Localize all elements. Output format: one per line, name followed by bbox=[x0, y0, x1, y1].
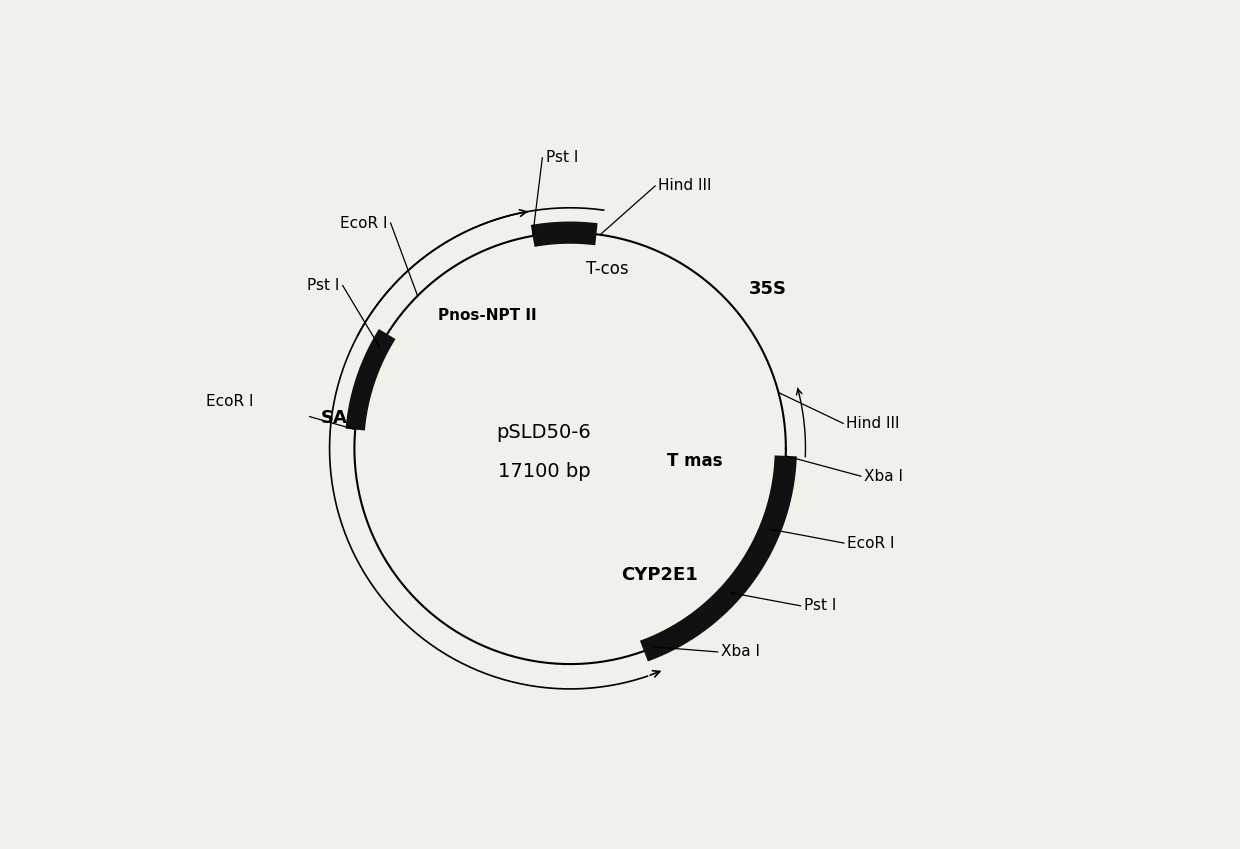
Text: Pst I: Pst I bbox=[804, 599, 836, 613]
Text: EcoR I: EcoR I bbox=[847, 536, 895, 550]
Text: EcoR I: EcoR I bbox=[340, 216, 387, 231]
Text: SAR: SAR bbox=[321, 408, 362, 427]
Text: pSLD50-6: pSLD50-6 bbox=[496, 423, 591, 441]
Text: Pst I: Pst I bbox=[308, 278, 340, 293]
Text: CYP2E1: CYP2E1 bbox=[621, 566, 698, 584]
Text: T mas: T mas bbox=[667, 453, 722, 470]
Text: Pst I: Pst I bbox=[546, 150, 578, 166]
Text: Hind III: Hind III bbox=[847, 416, 900, 431]
Text: EcoR I: EcoR I bbox=[207, 394, 254, 409]
Text: T-cos: T-cos bbox=[587, 260, 629, 278]
Text: 35S: 35S bbox=[749, 280, 787, 298]
Text: Xba I: Xba I bbox=[720, 644, 760, 660]
Text: Hind III: Hind III bbox=[658, 178, 712, 194]
Text: Pnos-NPT II: Pnos-NPT II bbox=[438, 308, 537, 323]
Text: 17100 bp: 17100 bp bbox=[497, 462, 590, 481]
Text: Xba I: Xba I bbox=[864, 469, 903, 484]
